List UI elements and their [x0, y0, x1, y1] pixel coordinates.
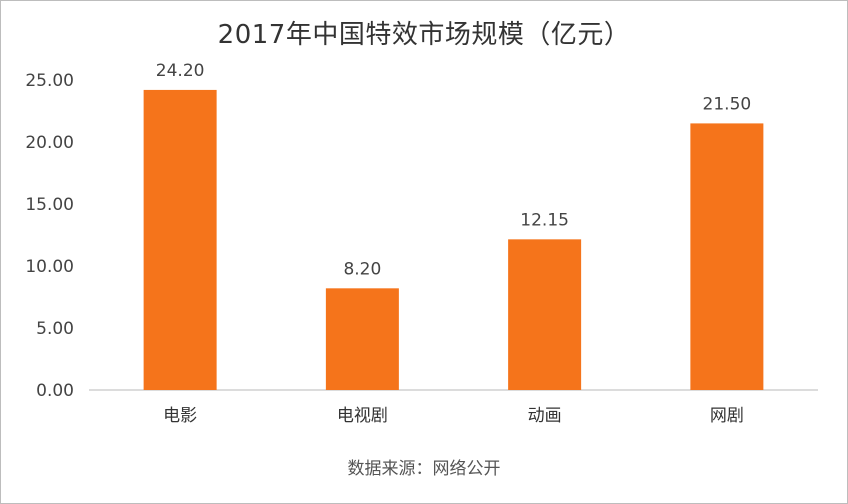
data-label: 24.20	[156, 61, 205, 81]
y-tick-label: 0.00	[36, 381, 74, 401]
bars	[143, 89, 764, 391]
data-label: 8.20	[343, 259, 381, 279]
data-label: 21.50	[703, 94, 752, 114]
x-tick-label: 网剧	[710, 406, 744, 426]
data-label: 12.15	[520, 210, 569, 230]
y-axis-tick-labels: 0.00 5.00 10.00 15.00 20.00 25.00	[25, 71, 74, 401]
y-tick-label: 15.00	[25, 195, 74, 215]
bar-4	[690, 123, 764, 391]
data-source-note: 数据来源：网络公开	[347, 459, 501, 479]
data-labels: 24.20 8.20 12.15 21.50	[156, 61, 751, 279]
x-tick-label: 电视剧	[337, 406, 388, 426]
chart-title: 2017年中国特效市场规模（亿元）	[217, 20, 631, 50]
y-tick-label: 5.00	[36, 319, 74, 339]
x-tick-label: 动画	[528, 406, 562, 426]
bar-2	[325, 288, 399, 390]
x-tick-label: 电影	[163, 406, 197, 426]
bar-1	[143, 89, 217, 391]
y-tick-label: 10.00	[25, 257, 74, 277]
y-tick-label: 25.00	[25, 71, 74, 91]
bar-3	[508, 239, 582, 390]
x-axis-tick-labels: 电影 电视剧 动画 网剧	[163, 406, 744, 426]
y-tick-label: 20.00	[25, 133, 74, 153]
